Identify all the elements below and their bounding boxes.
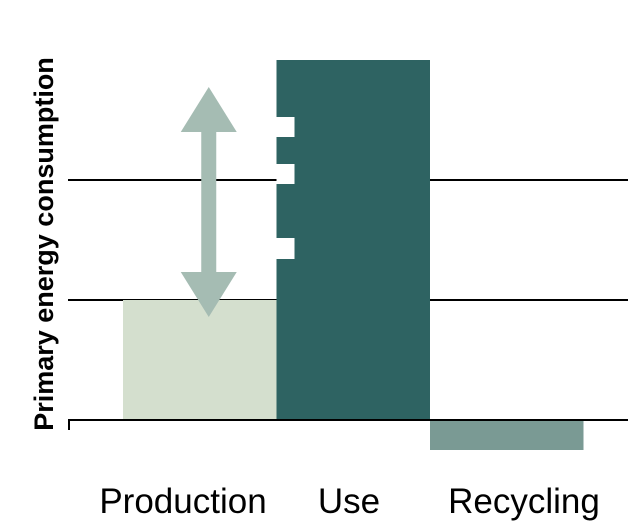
- tick-label-production: Production: [99, 482, 266, 521]
- bar-production: [123, 300, 277, 420]
- tick-layer: Production Use Recycling: [99, 482, 600, 521]
- tick-label-recycling: Recycling: [448, 482, 600, 521]
- axis-layer: [68, 419, 628, 430]
- break-notch-2: [276, 164, 295, 184]
- bar-recycling: [430, 420, 584, 450]
- break-notch-3: [276, 238, 295, 259]
- tick-label-use: Use: [318, 482, 380, 521]
- double-arrow-annotation: [180, 87, 237, 317]
- bar-layer: [123, 60, 584, 450]
- annotation-layer: [180, 87, 295, 317]
- bar-use: [276, 60, 430, 420]
- break-notch-1: [276, 117, 295, 137]
- y-axis-label: Primary energy consumption: [29, 57, 59, 431]
